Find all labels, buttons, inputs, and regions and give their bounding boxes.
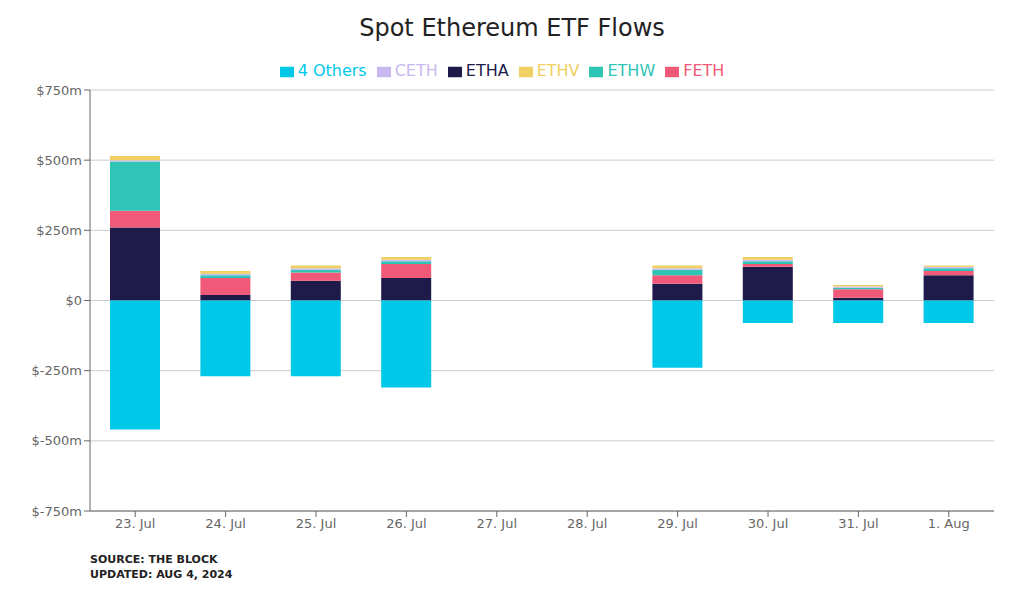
html-text:UPDATED: AUG 4, 2024: UPDATED: AUG 4, 2024 <box>90 568 233 581</box>
html-text:SOURCE: THE BLOCK: SOURCE: THE BLOCK <box>90 553 218 566</box>
svg-text:1. Aug: 1. Aug <box>928 516 970 531</box>
svg-text:$250m: $250m <box>36 223 82 238</box>
svg-text:28. Jul: 28. Jul <box>567 516 608 531</box>
svg-text:23. Jul: 23. Jul <box>115 516 156 531</box>
svg-text:$750m: $750m <box>36 83 82 98</box>
html-text:ETHW: ETHW <box>607 61 656 80</box>
svg-text:25. Jul: 25. Jul <box>296 516 337 531</box>
html-text:ETHV: ETHV <box>536 61 580 80</box>
svg-text:26. Jul: 26. Jul <box>386 516 427 531</box>
html-text:CETH: CETH <box>394 61 438 80</box>
svg-text:$-750m: $-750m <box>32 504 82 519</box>
svg-text:$-250m: $-250m <box>32 363 82 378</box>
html-text:4 Others: 4 Others <box>297 61 367 80</box>
svg-text:27. Jul: 27. Jul <box>477 516 518 531</box>
svg-text:31. Jul: 31. Jul <box>838 516 879 531</box>
html-text:FETH: FETH <box>683 61 725 80</box>
svg-text:30. Jul: 30. Jul <box>748 516 789 531</box>
html-text:ETHA: ETHA <box>465 61 509 80</box>
svg-text:$-500m: $-500m <box>32 433 82 448</box>
svg-text:$500m: $500m <box>36 153 82 168</box>
html-text:Spot Ethereum ETF Flows: Spot Ethereum ETF Flows <box>359 14 665 42</box>
svg-text:29. Jul: 29. Jul <box>657 516 698 531</box>
svg-text:24. Jul: 24. Jul <box>205 516 246 531</box>
svg-text:$0: $0 <box>65 293 82 308</box>
